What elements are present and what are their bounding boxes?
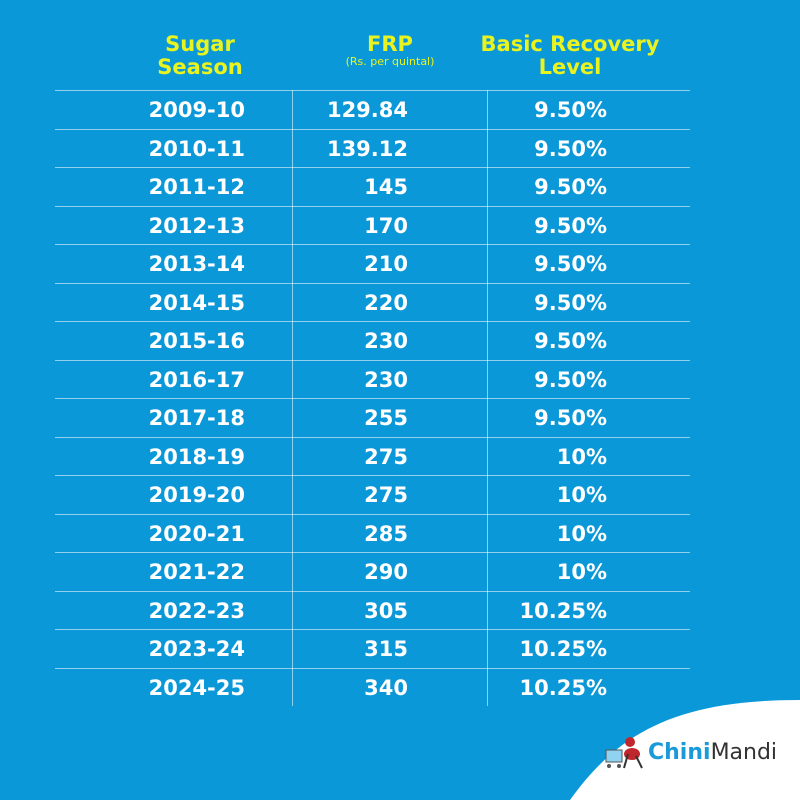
table-row: 2018-19 275 10% bbox=[55, 436, 690, 476]
season-cell: 2018-19 bbox=[148, 444, 245, 469]
recovery-cell: 9.50% bbox=[534, 252, 607, 276]
frp-cell: 255 bbox=[364, 406, 408, 430]
table-row: 2013-14 210 9.50% bbox=[55, 244, 690, 283]
frp-cell: 139.12 bbox=[326, 136, 408, 161]
table-row: 2012-13 170 9.50% bbox=[55, 205, 690, 245]
table-row: 2022-23 305 10.25% bbox=[55, 590, 690, 630]
frp-cell: 230 bbox=[364, 329, 408, 353]
frp-cell: 285 bbox=[364, 521, 408, 546]
frp-table: 2009-10 129.84 9.50% 2010-11 139.12 9.50% 2011… bbox=[55, 90, 690, 706]
ant-cart-icon bbox=[605, 737, 643, 769]
table-row: 2009-10 129.84 9.50% bbox=[55, 90, 690, 129]
season-cell: 2015-16 bbox=[148, 329, 245, 353]
recovery-cell: 9.50% bbox=[534, 136, 607, 161]
frp-cell: 340 bbox=[364, 675, 408, 700]
season-cell: 2013-14 bbox=[148, 252, 245, 276]
frp-cell: 275 bbox=[364, 444, 408, 469]
table-row: 2021-22 290 10% bbox=[55, 552, 690, 591]
season-cell: 2014-15 bbox=[148, 290, 245, 315]
recovery-cell: 10% bbox=[556, 444, 607, 469]
header-frp-unit: (Rs. per quintal) bbox=[345, 55, 435, 68]
frp-cell: 275 bbox=[364, 483, 408, 507]
table-row: 2010-11 139.12 9.50% bbox=[55, 128, 690, 168]
season-cell: 2024-25 bbox=[148, 675, 245, 700]
season-cell: 2016-17 bbox=[148, 367, 245, 392]
recovery-cell: 10.25% bbox=[519, 675, 607, 700]
recovery-cell: 10.25% bbox=[519, 637, 607, 661]
table-row: 2019-20 275 10% bbox=[55, 475, 690, 514]
season-cell: 2023-24 bbox=[148, 637, 245, 661]
chinimandi-logo: Chini Mandi bbox=[604, 732, 777, 772]
table-row: 2011-12 145 9.50% bbox=[55, 167, 690, 206]
table-row: 2017-18 255 9.50% bbox=[55, 398, 690, 437]
column-divider bbox=[292, 90, 293, 706]
frp-cell: 210 bbox=[364, 252, 408, 276]
frp-cell: 145 bbox=[364, 175, 408, 199]
header-frp: FRP (Rs. per quintal) bbox=[300, 33, 480, 68]
season-cell: 2019-20 bbox=[148, 483, 245, 507]
recovery-cell: 10% bbox=[556, 483, 607, 507]
frp-cell: 220 bbox=[364, 290, 408, 315]
table-row: 2016-17 230 9.50% bbox=[55, 359, 690, 399]
frp-cell: 129.84 bbox=[326, 98, 408, 122]
recovery-cell: 10.25% bbox=[519, 598, 607, 623]
season-cell: 2011-12 bbox=[148, 175, 245, 199]
table-row: 2014-15 220 9.50% bbox=[55, 282, 690, 322]
season-cell: 2020-21 bbox=[148, 521, 245, 546]
frp-cell: 315 bbox=[364, 637, 408, 661]
recovery-cell: 9.50% bbox=[534, 367, 607, 392]
season-cell: 2010-11 bbox=[148, 136, 245, 161]
recovery-cell: 9.50% bbox=[534, 406, 607, 430]
recovery-cell: 9.50% bbox=[534, 98, 607, 122]
recovery-cell: 9.50% bbox=[534, 290, 607, 315]
table-row: 2023-24 315 10.25% bbox=[55, 629, 690, 668]
season-cell: 2012-13 bbox=[148, 213, 245, 238]
season-cell: 2021-22 bbox=[148, 560, 245, 584]
header-season: Sugar Season bbox=[157, 32, 243, 79]
column-divider bbox=[487, 90, 488, 706]
table-row: 2020-21 285 10% bbox=[55, 513, 690, 553]
header-recovery: Basic Recovery Level bbox=[480, 32, 660, 79]
recovery-cell: 9.50% bbox=[534, 329, 607, 353]
recovery-cell: 9.50% bbox=[534, 213, 607, 238]
season-cell: 2017-18 bbox=[148, 406, 245, 430]
frp-cell: 290 bbox=[364, 560, 408, 584]
table-row: 2024-25 340 10.25% bbox=[55, 667, 690, 707]
frp-cell: 305 bbox=[364, 598, 408, 623]
recovery-cell: 10% bbox=[556, 521, 607, 546]
recovery-cell: 9.50% bbox=[534, 175, 607, 199]
season-cell: 2022-23 bbox=[148, 598, 245, 623]
recovery-cell: 10% bbox=[556, 560, 607, 584]
frp-cell: 230 bbox=[364, 367, 408, 392]
season-cell: 2009-10 bbox=[148, 98, 245, 122]
frp-cell: 170 bbox=[364, 213, 408, 238]
table-row: 2015-16 230 9.50% bbox=[55, 321, 690, 360]
